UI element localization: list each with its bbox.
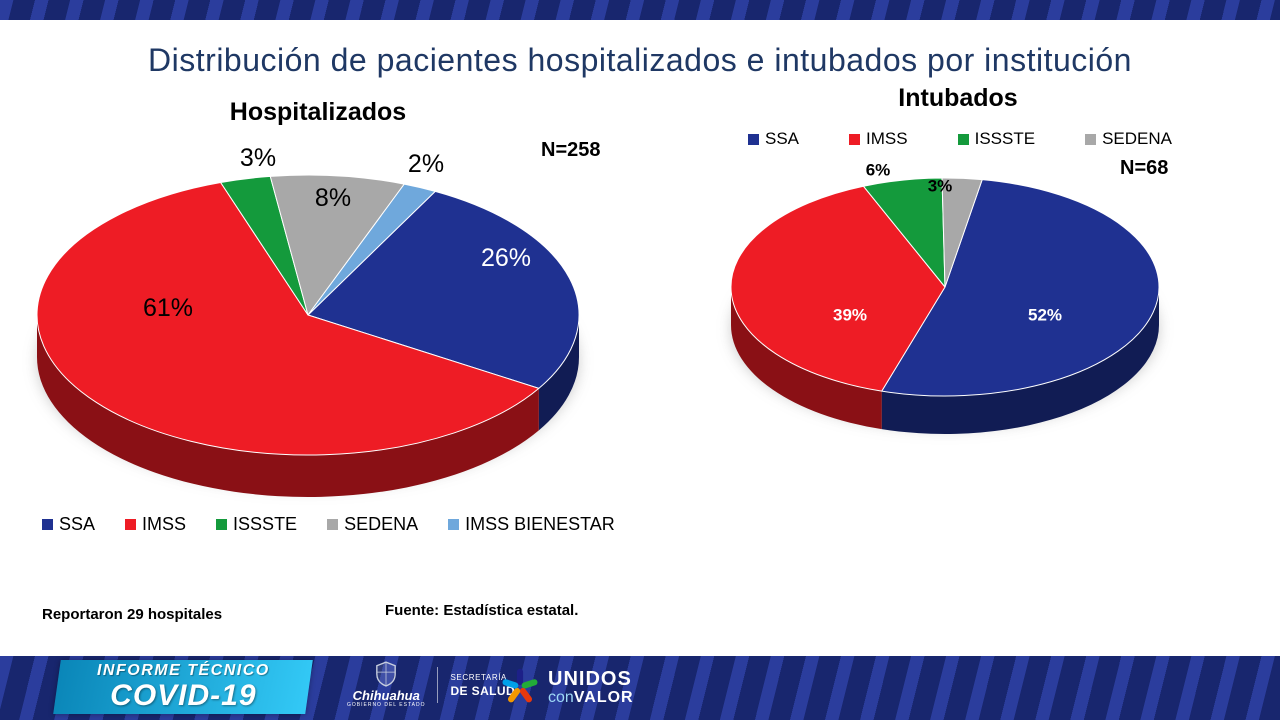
pie-slice-side-imss xyxy=(36,315,539,498)
legend-label-ssa: SSA xyxy=(59,514,96,534)
legend-item-imss: IMSS xyxy=(125,514,186,535)
legend-swatch-issste xyxy=(957,133,969,145)
gov-subtitle-label: GOBIERNO DEL ESTADO xyxy=(347,702,426,708)
hospitalizados-n-label: N=258 xyxy=(541,139,601,161)
pie-slice-imss xyxy=(36,181,540,456)
hospitalizados-pie-chart: 26% 61% 3% 8% 2% xyxy=(36,144,580,498)
pie-label-imss-bienestar: 2% xyxy=(408,150,444,178)
intubados-pie-chart: 52% 39% 6% 3% xyxy=(730,161,1160,435)
pie-label-imss: 61% xyxy=(143,294,193,322)
pie-slice-sedena xyxy=(269,174,405,316)
legend-item-sedena: SEDENA xyxy=(327,514,418,535)
legend-label-issste: ISSSTE xyxy=(233,514,298,534)
chihuahua-shield-icon xyxy=(376,661,397,687)
banner-covid19-label: COVID-19 xyxy=(109,678,257,712)
legend-item-issste: ISSSTE xyxy=(957,129,1036,149)
legend-item-imss: IMSS xyxy=(849,129,908,149)
pinwheel-petal xyxy=(521,679,538,689)
pie-slice-ssa xyxy=(307,190,580,389)
pie-slice-side-ssa xyxy=(538,315,579,431)
valor-label: VALOR xyxy=(573,689,634,706)
pie-label-issste: 3% xyxy=(240,144,276,172)
chihuahua-gov-logo: Chihuahua GOBIERNO DEL ESTADO SECRETARÍA… xyxy=(347,661,515,709)
slide-title: Distribución de pacientes hospitalizados… xyxy=(148,42,1132,78)
de-salud-label: DE SALUD xyxy=(450,683,516,698)
legend-item-ssa: SSA xyxy=(42,514,95,535)
pinwheel-icon xyxy=(502,668,538,703)
legend-item-sedena: SEDENA xyxy=(1085,129,1172,149)
legend-item-ssa: SSA xyxy=(748,129,799,149)
hospitalizados-legend: SSA IMSS ISSSTE SEDENA IMSS BIENESTAR xyxy=(42,514,615,535)
pie-label-ssa: 26% xyxy=(481,244,531,272)
legend-swatch-ssa xyxy=(748,133,759,145)
secretaria-label: SECRETARÍA xyxy=(450,672,507,682)
legend-swatch-sedena xyxy=(1085,133,1097,145)
pie-slice-imss xyxy=(730,185,946,392)
legend-label-imss: IMSS xyxy=(866,129,908,148)
informe-tecnico-banner: INFORME TÉCNICO COVID-19 xyxy=(53,660,313,714)
legend-label-sedena: SEDENA xyxy=(344,514,419,534)
legend-label-sedena: SEDENA xyxy=(1102,129,1172,148)
unidos-label: UNIDOS xyxy=(548,668,632,690)
pie-label-sedena: 3% xyxy=(928,177,953,196)
legend-swatch-sedena xyxy=(327,519,339,530)
source-note: Fuente: Estadística estatal. xyxy=(385,602,579,619)
intubados-n-label: N=68 xyxy=(1120,157,1169,179)
legend-swatch-ssa xyxy=(42,519,53,530)
pinwheel-petal xyxy=(502,679,519,689)
pie-slice-sedena xyxy=(941,177,983,288)
intubados-legend: SSA IMSS ISSSTE SEDENA xyxy=(748,129,1172,149)
pie-label-imss: 39% xyxy=(833,306,867,325)
legend-swatch-imss xyxy=(125,519,137,530)
pie-label-ssa: 52% xyxy=(1028,306,1062,325)
legend-label-issste: ISSSTE xyxy=(974,129,1036,148)
pinwheel-petal xyxy=(516,668,524,686)
legend-swatch-imss-bienestar xyxy=(448,519,460,530)
pie-slice-ssa xyxy=(881,179,1160,397)
top-stripe-bar xyxy=(0,0,1280,20)
pie-slice-imss-bienestar xyxy=(307,183,436,316)
footer-bar: INFORME TÉCNICO COVID-19 Chihuahua GOBIE… xyxy=(0,656,1280,720)
legend-item-imss-bienestar: IMSS BIENESTAR xyxy=(448,514,615,535)
legend-swatch-imss xyxy=(849,133,861,145)
con-valor-label: conVALOR xyxy=(548,690,634,706)
hospitalizados-title: Hospitalizados xyxy=(229,98,407,126)
pinwheel-petal xyxy=(507,687,521,703)
intubados-title: Intubados xyxy=(898,84,1018,112)
pinwheel-petal xyxy=(519,687,533,703)
legend-label-ssa: SSA xyxy=(765,129,800,148)
legend-label-imss: IMSS xyxy=(142,514,187,534)
pie-slice-side-ssa xyxy=(881,287,1159,435)
legend-swatch-issste xyxy=(216,519,228,530)
con-label: con xyxy=(548,689,574,706)
gov-name-label: Chihuahua xyxy=(352,688,420,703)
banner-title: INFORME TÉCNICO xyxy=(96,661,270,679)
unidos-con-valor-logo: UNIDOS conVALOR xyxy=(500,664,634,710)
legend-label-imss-bienestar: IMSS BIENESTAR xyxy=(465,514,615,534)
pie-label-sedena: 8% xyxy=(315,184,351,212)
pie-label-issste: 6% xyxy=(866,161,891,180)
legend-item-issste: ISSSTE xyxy=(216,514,297,535)
hospitals-reported-note: Reportaron 29 hospitales xyxy=(42,606,223,623)
footer-divider xyxy=(437,667,439,703)
pie-slice-side-imss xyxy=(731,287,882,430)
